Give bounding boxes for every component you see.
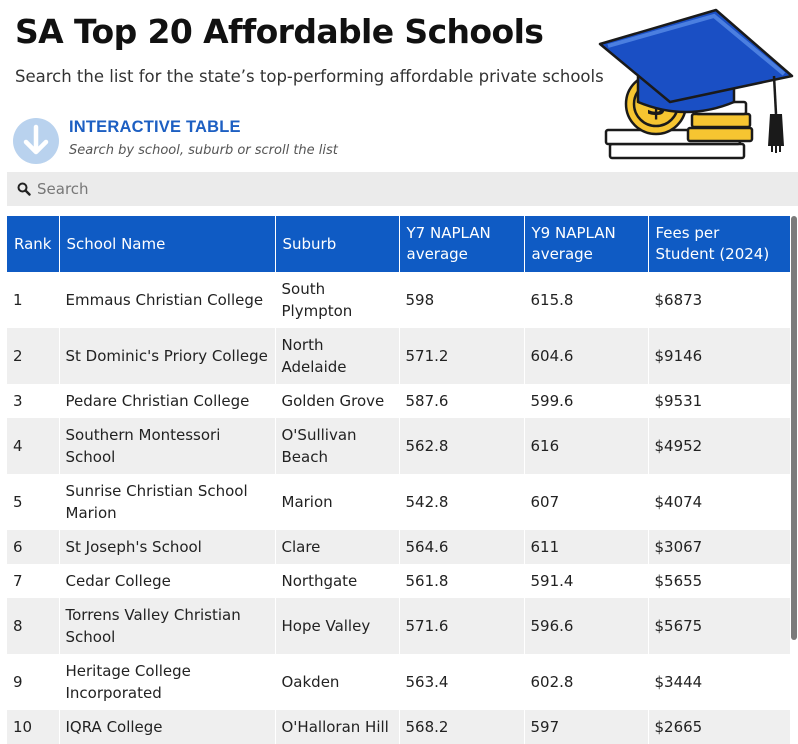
table-row: 8 Torrens Valley Christian School Hope V…: [7, 598, 790, 654]
y9-cell: 604.6: [524, 328, 649, 384]
y9-cell: 596.6: [524, 598, 649, 654]
schools-table: Rank School Name Suburb Y7 NAPLAN averag…: [7, 216, 790, 744]
rank-cell: 3: [7, 384, 60, 418]
y9-cell: 591.4: [524, 564, 649, 598]
header-suburb[interactable]: Suburb: [275, 216, 400, 272]
y9-cell: 607: [524, 474, 649, 530]
table-row: 6 St Joseph's School Clare 564.6 611 $30…: [7, 530, 790, 564]
header-y9-naplan[interactable]: Y9 NAPLAN average: [524, 216, 649, 272]
rank-cell: 5: [7, 474, 60, 530]
suburb-cell: Golden Grove: [275, 384, 400, 418]
school-name-cell: Heritage College Incorporated: [59, 654, 276, 710]
table-row: 2 St Dominic's Priory College North Adel…: [7, 328, 790, 384]
y7-cell: 542.8: [399, 474, 525, 530]
schools-table-container[interactable]: Rank School Name Suburb Y7 NAPLAN averag…: [7, 216, 790, 744]
suburb-cell: North Adelaide: [275, 328, 400, 384]
suburb-cell: O'Halloran Hill: [275, 710, 400, 744]
table-row: 3 Pedare Christian College Golden Grove …: [7, 384, 790, 418]
rank-cell: 9: [7, 654, 60, 710]
fees-cell: $5675: [648, 598, 790, 654]
header-rank[interactable]: Rank: [7, 216, 60, 272]
y7-cell: 563.4: [399, 654, 525, 710]
y7-cell: 571.6: [399, 598, 525, 654]
fees-cell: $3444: [654, 673, 703, 691]
table-scrollbar[interactable]: [790, 216, 798, 744]
table-row: 1 Emmaus Christian College South Plympto…: [7, 272, 790, 328]
search-input[interactable]: [37, 174, 777, 204]
y9-cell: 611: [524, 530, 649, 564]
rank-cell: 1: [7, 272, 60, 328]
suburb-cell: Northgate: [275, 564, 400, 598]
table-row: 4 Southern Montessori School O'Sullivan …: [7, 418, 790, 474]
table-header-row: Rank School Name Suburb Y7 NAPLAN averag…: [7, 216, 790, 272]
y7-cell: 598: [399, 272, 525, 328]
y9-cell: 615.8: [524, 272, 649, 328]
y9-cell: 602.8: [524, 654, 649, 710]
arrow-down-icon: [13, 118, 59, 164]
fees-cell: $9531: [654, 392, 703, 410]
fees-cell: $4952: [648, 418, 790, 474]
table-row: 5 Sunrise Christian School Marion Marion…: [7, 474, 790, 530]
suburb-cell: Clare: [275, 530, 400, 564]
rank-cell: 2: [7, 328, 60, 384]
search-bar[interactable]: [7, 172, 798, 206]
suburb-cell: Marion: [275, 474, 400, 530]
rank-cell: 4: [7, 418, 60, 474]
fees-cell: $2665: [648, 710, 790, 744]
scrollbar-thumb[interactable]: [791, 216, 797, 640]
suburb-cell: Hope Valley: [275, 598, 400, 654]
school-name-cell: St Joseph's School: [59, 530, 276, 564]
school-name-cell: Southern Montessori School: [59, 418, 276, 474]
school-name-cell: Sunrise Christian School Marion: [59, 474, 276, 530]
y7-cell: 568.2: [399, 710, 525, 744]
fees-cell: $4074: [654, 493, 703, 511]
fees-cell: $5655: [654, 572, 703, 590]
school-name-cell: Torrens Valley Christian School: [59, 598, 276, 654]
graduation-cap-coins-icon: $: [598, 8, 794, 160]
y9-cell: 599.6: [524, 384, 649, 418]
y7-cell: 587.6: [399, 384, 525, 418]
table-row: 7 Cedar College Northgate 561.8 591.4 $5…: [7, 564, 790, 598]
suburb-cell: South Plympton: [275, 272, 400, 328]
school-name-cell: Cedar College: [59, 564, 276, 598]
table-row: 10 IQRA College O'Halloran Hill 568.2 59…: [7, 710, 790, 744]
rank-cell: 6: [7, 530, 60, 564]
y7-cell: 561.8: [399, 564, 525, 598]
rank-cell: 8: [7, 598, 60, 654]
school-name-cell: Pedare Christian College: [59, 384, 276, 418]
school-name-cell: St Dominic's Priory College: [59, 328, 276, 384]
interactive-table-title: INTERACTIVE TABLE: [69, 118, 241, 136]
y7-cell: 571.2: [399, 328, 525, 384]
table-row: 9 Heritage College Incorporated Oakden 5…: [7, 654, 790, 710]
suburb-cell: O'Sullivan Beach: [275, 418, 400, 474]
rank-cell: 10: [7, 710, 60, 744]
school-name-cell: Emmaus Christian College: [59, 272, 276, 328]
suburb-cell: Oakden: [275, 654, 400, 710]
y7-cell: 562.8: [399, 418, 525, 474]
y9-cell: 616: [524, 418, 649, 474]
fees-cell: $6873: [654, 291, 703, 309]
header-school-name[interactable]: School Name: [59, 216, 276, 272]
fees-cell: $3067: [648, 530, 790, 564]
interactive-table-hint: Search by school, suburb or scroll the l…: [69, 143, 338, 158]
page-subtitle: Search the list for the state’s top-perf…: [15, 67, 604, 86]
y9-cell: 597: [524, 710, 649, 744]
header-fees[interactable]: Fees per Student (2024): [648, 216, 790, 272]
page-title: SA Top 20 Affordable Schools: [15, 12, 544, 51]
header-y7-naplan[interactable]: Y7 NAPLAN average: [399, 216, 525, 272]
rank-cell: 7: [7, 564, 60, 598]
school-name-cell: IQRA College: [59, 710, 276, 744]
search-icon: [17, 182, 31, 196]
fees-cell: $9146: [648, 328, 790, 384]
y7-cell: 564.6: [399, 530, 525, 564]
